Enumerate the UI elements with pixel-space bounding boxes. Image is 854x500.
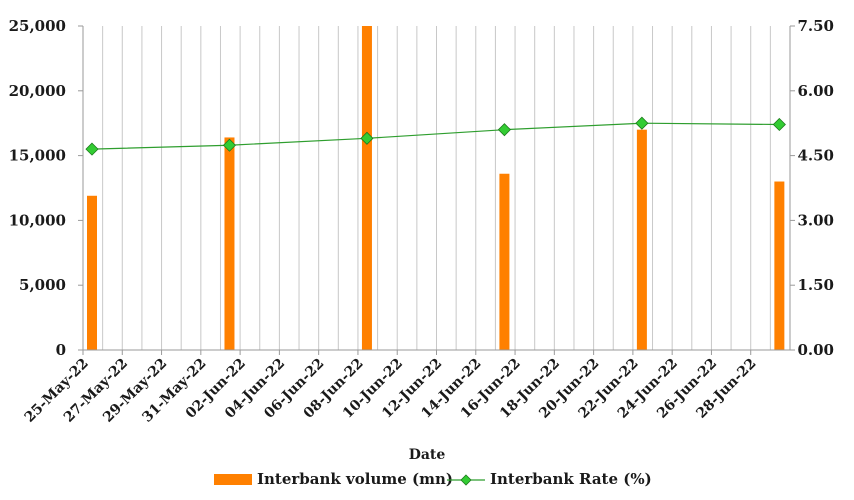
x-axis-title: Date [409,447,446,463]
legend-label-volume: Interbank volume (mn) [257,470,453,488]
left-y-tick-label: 15,000 [9,147,66,165]
volume-bar [361,26,372,350]
axis-layer: 0 5,000 10,000 15,000 20,000 25,000 0.00 1.50 3.… [9,17,834,426]
volume-bar [774,181,785,350]
legend-swatch-rate-marker [460,474,472,486]
left-y-tick-label: 0 [56,341,66,359]
legend-label-rate: Interbank Rate (%) [490,470,652,488]
rate-point [360,131,374,145]
bar-layer [87,26,785,350]
left-y-tick-label: 10,000 [9,211,66,229]
right-y-tick-label: 0.00 [797,341,834,359]
left-y-tick-label: 25,000 [9,17,66,35]
volume-bar [499,173,510,350]
volume-bar [87,195,97,350]
right-y-tick-label: 7.50 [797,17,834,35]
left-y-tick-label: 5,000 [19,276,66,294]
right-y-tick-label: 4.50 [797,147,834,165]
legend-swatch-volume [214,474,252,485]
line-layer [85,116,786,156]
legend: Interbank volume (mn) Interbank Rate (%) [214,470,652,488]
grid-layer [102,26,791,350]
volume-bar [224,137,235,350]
right-y-tick-label: 1.50 [797,276,834,294]
rate-point [635,116,649,130]
right-y-tick-label: 6.00 [797,82,834,100]
right-y-tick-label: 3.00 [797,211,834,229]
rate-line [91,122,780,150]
rate-point [772,117,786,132]
volume-bar [636,129,647,350]
left-y-tick-label: 20,000 [9,82,66,100]
rate-point [497,123,511,137]
rate-point [222,138,237,152]
rate-point [85,142,99,156]
